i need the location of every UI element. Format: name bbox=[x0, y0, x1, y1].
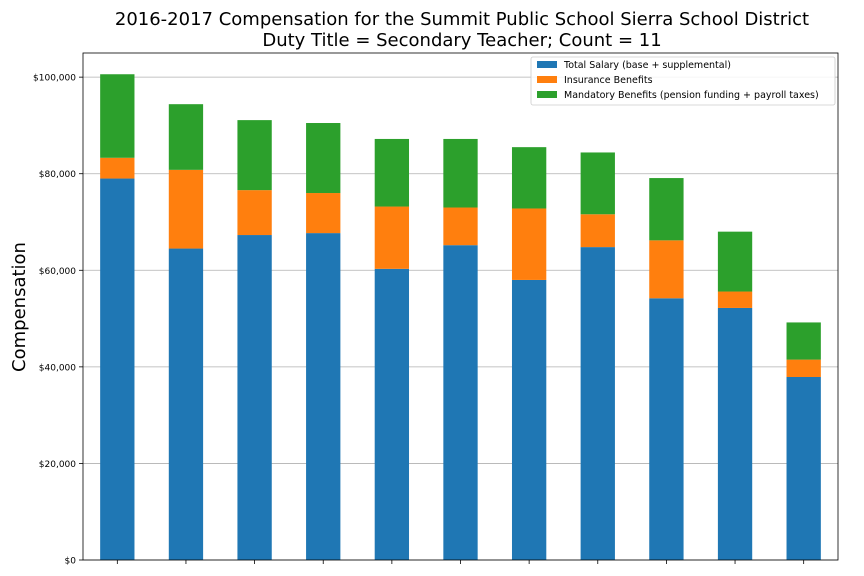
y-tick-label: $20,000 bbox=[39, 460, 76, 470]
legend-entry-label: Mandatory Benefits (pension funding + pa… bbox=[564, 90, 819, 101]
legend-swatch bbox=[537, 91, 557, 98]
chart-title-line2: Duty Title = Secondary Teacher; Count = … bbox=[262, 30, 661, 51]
bar-segment-insurance-1 bbox=[100, 157, 135, 179]
bars bbox=[100, 74, 821, 561]
bar-segment-mandatory-10 bbox=[717, 231, 753, 292]
bar-segment-salary-2 bbox=[168, 248, 204, 561]
bar-segment-insurance-4 bbox=[306, 193, 341, 234]
bar-segment-mandatory-6 bbox=[443, 138, 478, 208]
legend-entry-label: Insurance Benefits bbox=[564, 75, 653, 86]
y-tick-label: $60,000 bbox=[39, 267, 76, 277]
bar-segment-salary-4 bbox=[306, 233, 341, 560]
chart-title-line1: 2016-2017 Compensation for the Summit Pu… bbox=[115, 9, 809, 30]
bar-segment-mandatory-8 bbox=[580, 152, 615, 215]
y-tick-label: $40,000 bbox=[39, 363, 76, 373]
legend-frame bbox=[530, 56, 836, 106]
bar-segment-mandatory-7 bbox=[511, 147, 547, 209]
bar-segment-salary-8 bbox=[580, 247, 615, 560]
bar-segment-mandatory-11 bbox=[786, 322, 821, 360]
y-axis-label: Compensation bbox=[9, 242, 30, 372]
bar-segment-insurance-5 bbox=[374, 206, 410, 269]
y-tick-label: $80,000 bbox=[39, 170, 76, 180]
chart-titles: 2016-2017 Compensation for the Summit Pu… bbox=[115, 9, 809, 51]
bar-segment-salary-3 bbox=[237, 235, 272, 560]
bar-segment-salary-7 bbox=[511, 279, 547, 560]
bar-segment-salary-5 bbox=[374, 268, 410, 560]
bar-segment-salary-11 bbox=[786, 376, 821, 560]
bar-segment-insurance-8 bbox=[580, 214, 615, 248]
axes: $0 $20,000 $40,000 $60,000 $80,000 $100,000 bbox=[33, 52, 839, 567]
bar-segment-salary-1 bbox=[100, 178, 135, 561]
bar-segment-insurance-10 bbox=[717, 291, 753, 308]
bar-segment-insurance-11 bbox=[786, 359, 821, 377]
bar-segment-insurance-7 bbox=[511, 208, 547, 280]
bar-segment-salary-6 bbox=[443, 245, 478, 561]
legend-swatch bbox=[537, 61, 557, 68]
bar-segment-mandatory-4 bbox=[306, 123, 341, 194]
bar-segment-mandatory-5 bbox=[374, 138, 410, 207]
plot-frame bbox=[82, 52, 839, 561]
bar-segment-mandatory-3 bbox=[237, 120, 272, 191]
legend-swatch bbox=[537, 76, 557, 83]
bar-segment-insurance-2 bbox=[168, 169, 204, 249]
bar-segment-insurance-3 bbox=[237, 190, 272, 236]
bar-segment-mandatory-1 bbox=[100, 74, 135, 158]
bar-segment-insurance-6 bbox=[443, 207, 478, 246]
bar-segment-mandatory-2 bbox=[168, 104, 204, 170]
bar-segment-insurance-9 bbox=[649, 240, 684, 299]
bar-segment-salary-10 bbox=[717, 307, 753, 560]
legend-entry-label: Total Salary (base + supplemental) bbox=[563, 60, 731, 71]
y-tick-label: $100,000 bbox=[33, 74, 76, 84]
legend: Total Salary (base + supplemental) Insura… bbox=[530, 56, 836, 106]
bar-segment-salary-9 bbox=[649, 298, 684, 560]
bar-segment-mandatory-9 bbox=[649, 178, 684, 241]
y-tick-label: $0 bbox=[65, 557, 77, 567]
